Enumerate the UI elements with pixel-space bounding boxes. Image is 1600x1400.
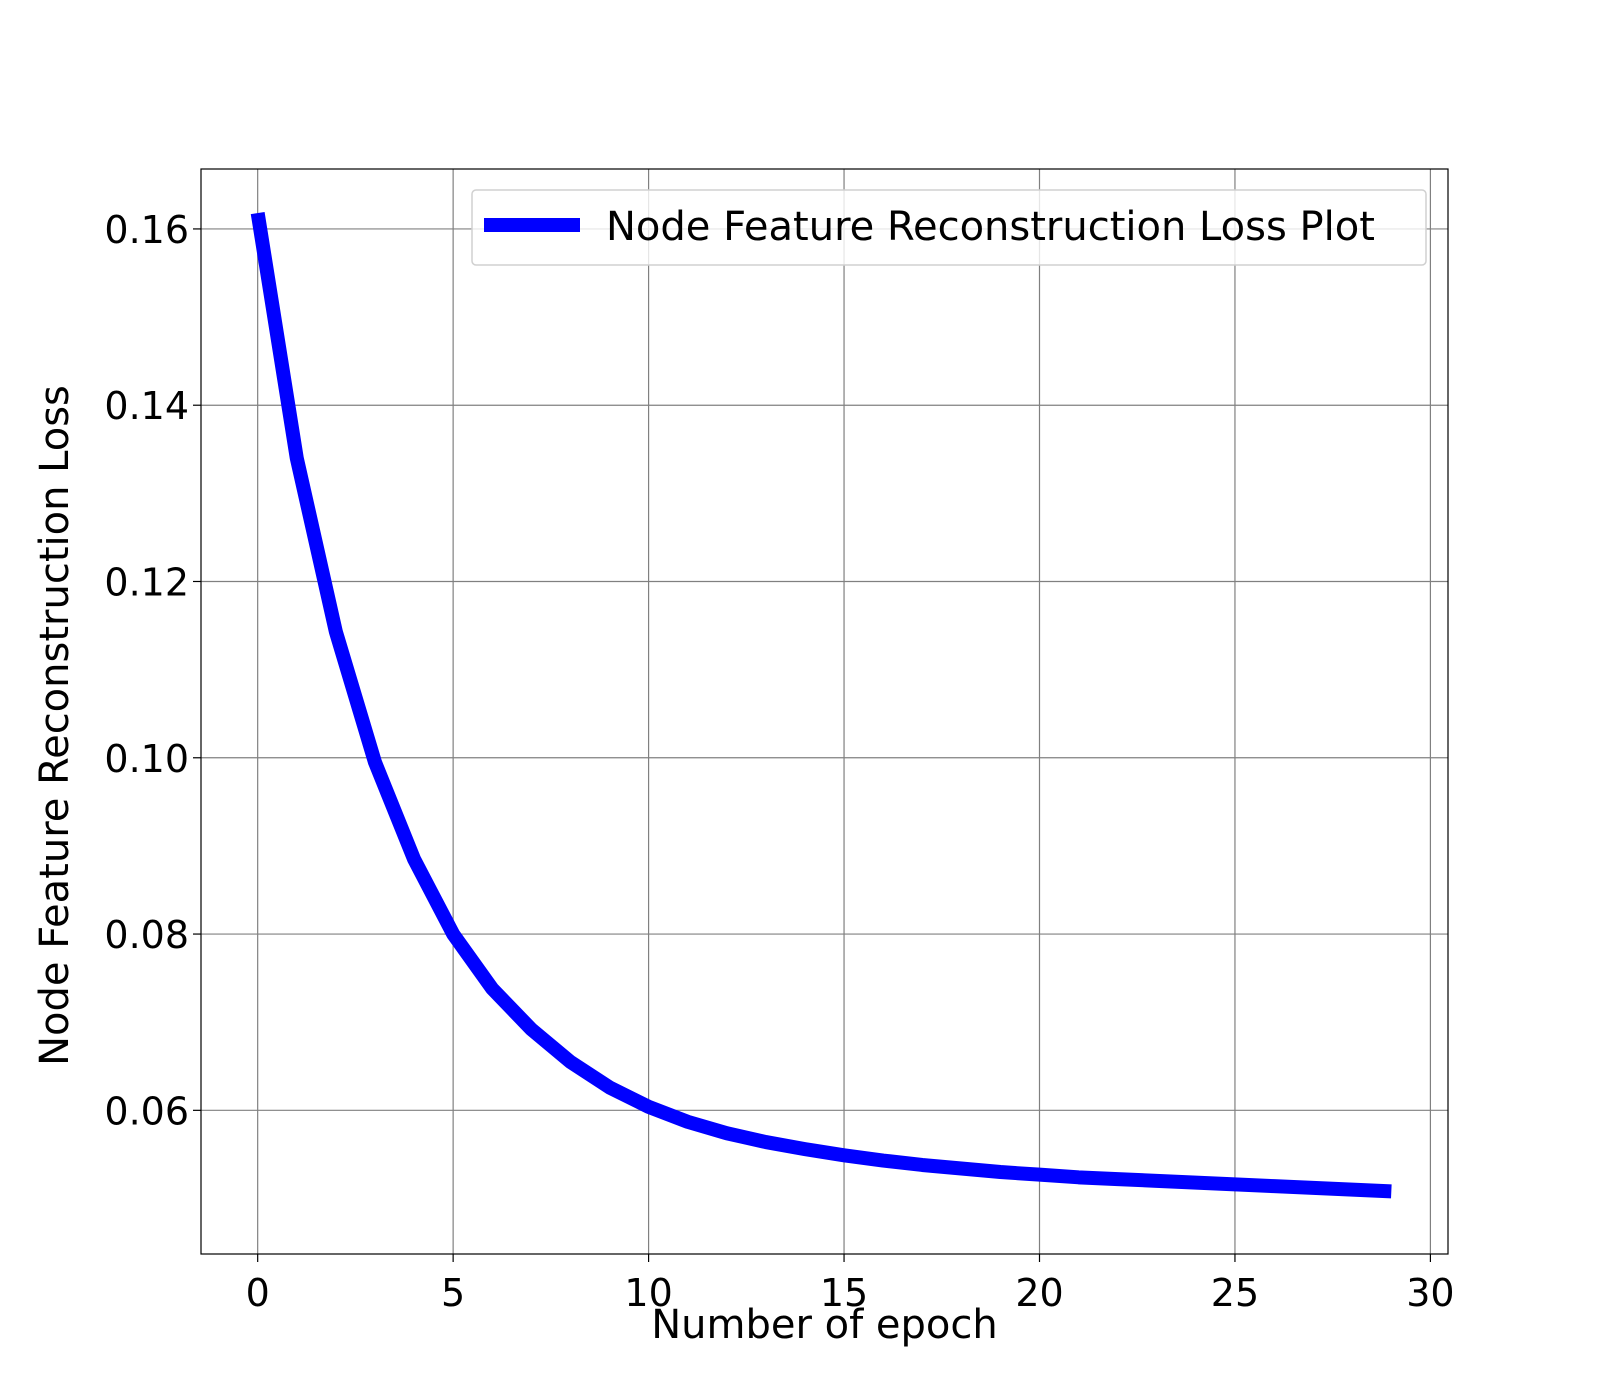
x-tick-label: 10 xyxy=(624,1271,672,1315)
series-layer xyxy=(250,211,1392,1199)
y-tick-label: 0.08 xyxy=(104,913,189,957)
legend: Node Feature Reconstruction Loss Plot xyxy=(471,189,1427,266)
x-tick-label: 30 xyxy=(1406,1271,1454,1315)
y-tick-label: 0.10 xyxy=(104,737,189,781)
series-line xyxy=(250,211,1392,1199)
x-axis-label: Number of epoch xyxy=(651,1302,997,1348)
x-axis-ticks: 0 5 10 15 20 25 30 xyxy=(246,1254,1455,1315)
x-tick-label: 0 xyxy=(246,1271,270,1315)
plot-frame xyxy=(200,168,1449,1255)
x-tick-label: 25 xyxy=(1211,1271,1259,1315)
y-tick-label: 0.14 xyxy=(104,384,189,428)
legend-label: Node Feature Reconstruction Loss Plot xyxy=(606,204,1375,250)
y-tick-label: 0.06 xyxy=(104,1089,189,1133)
x-tick-label: 15 xyxy=(820,1271,868,1315)
x-tick-label: 5 xyxy=(441,1271,465,1315)
y-tick-label: 0.12 xyxy=(104,560,189,604)
y-axis-label: Node Feature Reconstruction Loss xyxy=(32,385,78,1066)
legend-box xyxy=(471,189,1427,266)
y-tick-label: 0.16 xyxy=(104,208,189,252)
x-tick-label: 20 xyxy=(1015,1271,1063,1315)
y-axis-ticks: 0.06 0.08 0.10 0.12 0.14 0.16 xyxy=(104,208,201,1133)
grid-lines xyxy=(201,169,1448,1254)
